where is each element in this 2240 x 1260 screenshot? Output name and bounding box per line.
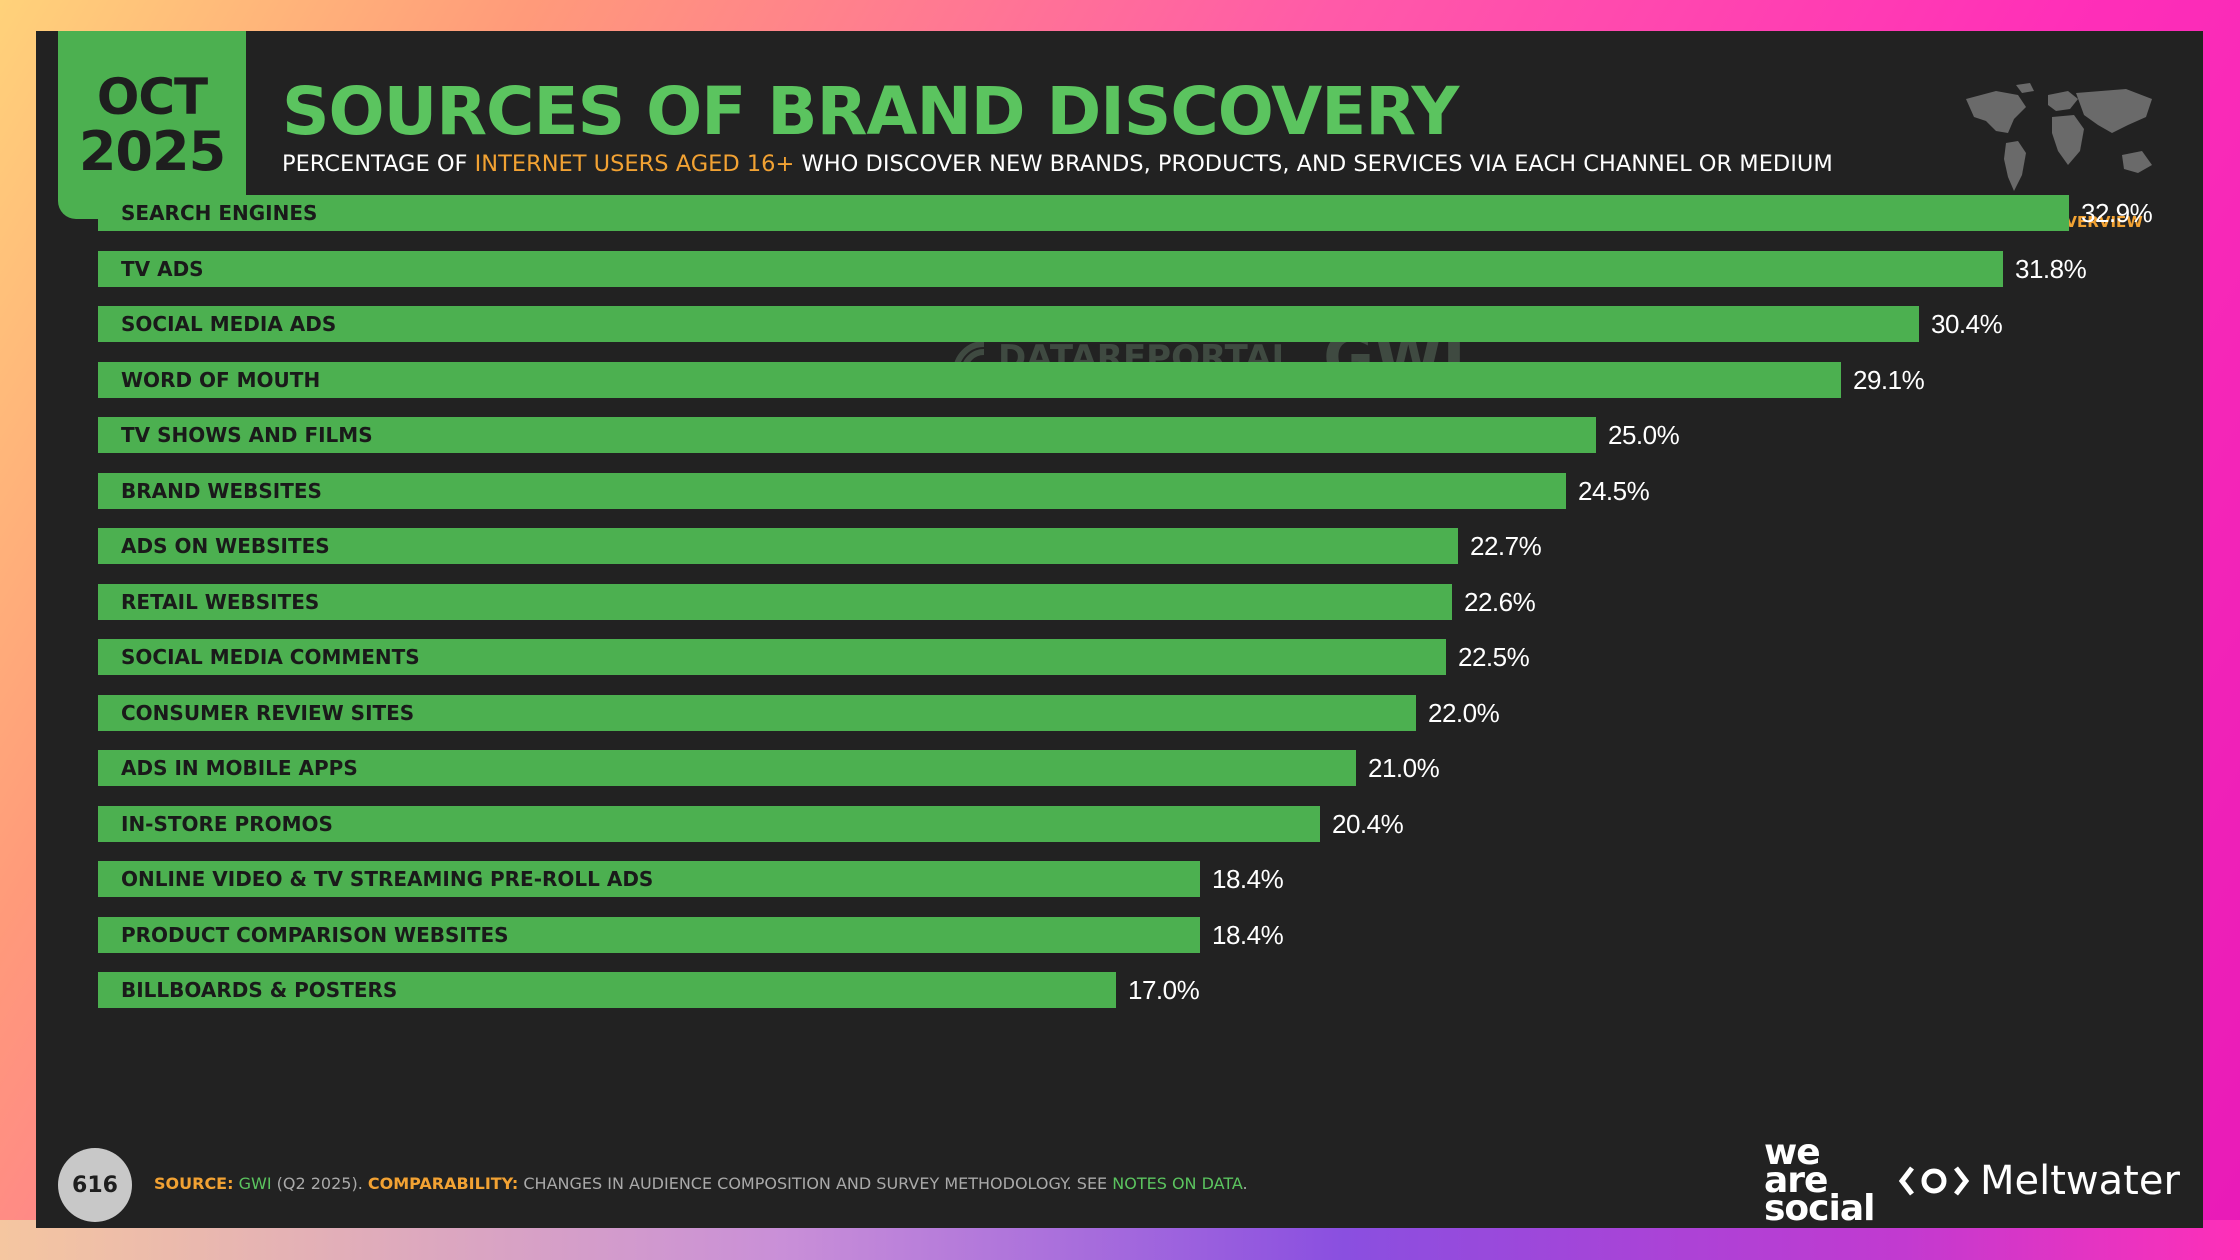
bar-category-label: CONSUMER REVIEW SITES [121, 701, 415, 725]
bar-value-label: 32.9% [2081, 198, 2153, 228]
bar-value-label: 17.0% [1128, 975, 1200, 1005]
bar-value-label: 30.4% [1931, 309, 2003, 339]
source-gwi: GWI [233, 1174, 277, 1193]
bar [98, 806, 1320, 842]
bar-category-label: WORD OF MOUTH [121, 368, 321, 392]
logo-we: we [1764, 1132, 1821, 1173]
we-are-social-logo: we are social [1764, 1132, 1875, 1229]
bar [98, 528, 1458, 564]
meltwater-logo: Meltwater [1898, 1158, 2180, 1204]
slide-title: SOURCES OF BRAND DISCOVERY [282, 73, 1459, 150]
bar-category-label: ADS ON WEBSITES [121, 534, 330, 558]
bar-value-label: 21.0% [1368, 753, 1440, 783]
global-overview-badge: GLOBAL OVERVIEW [1956, 81, 2168, 241]
bar [98, 695, 1416, 731]
bar-value-label: 29.1% [1853, 365, 1925, 395]
bar [98, 639, 1446, 675]
logo-are: are [1764, 1160, 1828, 1201]
bar-chart: SEARCH ENGINES 32.9% TV ADS 31.8% SOCIAL MED… [36, 31, 2203, 1228]
bar-value-label: 22.6% [1464, 587, 1536, 617]
subtitle-post: WHO DISCOVER NEW BRANDS, PRODUCTS, AND S… [794, 151, 1833, 177]
bar-value-label: 25.0% [1608, 420, 1680, 450]
bar [98, 861, 1200, 897]
date-badge: OCT 2025 [58, 31, 246, 219]
bar-category-label: PRODUCT COMPARISON WEBSITES [121, 923, 509, 947]
bar [98, 306, 1919, 342]
bar [98, 417, 1596, 453]
meltwater-icon [1898, 1166, 1970, 1196]
bar-value-label: 18.4% [1212, 864, 1284, 894]
bar-category-label: ADS IN MOBILE APPS [121, 756, 358, 780]
bar-category-label: BRAND WEBSITES [121, 479, 322, 503]
bar [98, 750, 1356, 786]
source-key: SOURCE: [154, 1174, 234, 1193]
bar [98, 362, 1841, 398]
bar-category-label: TV SHOWS AND FILMS [121, 423, 373, 447]
source-footer: SOURCE: GWI (Q2 2025). COMPARABILITY: CH… [154, 1174, 1248, 1193]
date-month: OCT [96, 68, 208, 126]
bar-category-label: SOCIAL MEDIA ADS [121, 312, 337, 336]
bar-value-label: 22.0% [1428, 698, 1500, 728]
source-period: (Q2 2025). [276, 1174, 368, 1193]
comparability-text: CHANGES IN AUDIENCE COMPOSITION AND SURV… [518, 1174, 1113, 1193]
bar [98, 584, 1452, 620]
bar-category-label: RETAIL WEBSITES [121, 590, 320, 614]
bar-value-label: 22.7% [1470, 531, 1542, 561]
bar-value-label: 22.5% [1458, 642, 1530, 672]
bar [98, 251, 2003, 287]
bar-category-label: BILLBOARDS & POSTERS [121, 978, 398, 1002]
bar-category-label: TV ADS [121, 257, 204, 281]
bar [98, 473, 1566, 509]
bar-value-label: 24.5% [1578, 476, 1650, 506]
bar-value-label: 20.4% [1332, 809, 1404, 839]
notes-on-data-link[interactable]: NOTES ON DATA [1112, 1174, 1243, 1193]
bar [98, 917, 1200, 953]
bar [98, 972, 1116, 1008]
slide: OCT 2025 SOURCES OF BRAND DISCOVERY PERC… [36, 31, 2203, 1228]
bar-category-label: IN-STORE PROMOS [121, 812, 333, 836]
slide-subtitle: PERCENTAGE OF INTERNET USERS AGED 16+ WH… [282, 151, 1833, 177]
bar-category-label: SOCIAL MEDIA COMMENTS [121, 645, 420, 669]
notes-end: . [1242, 1174, 1248, 1193]
bar-value-label: 18.4% [1212, 920, 1284, 950]
page-number: 616 [58, 1148, 132, 1222]
bar-category-label: SEARCH ENGINES [121, 201, 318, 225]
bar-category-label: ONLINE VIDEO & TV STREAMING PRE-ROLL ADS [121, 867, 654, 891]
logo-social: social [1764, 1188, 1875, 1229]
world-map-icon [1966, 83, 2152, 191]
date-year: 2025 [78, 120, 226, 183]
subtitle-pre: PERCENTAGE OF [282, 151, 475, 177]
subtitle-highlight: INTERNET USERS AGED 16+ [474, 151, 795, 177]
meltwater-text: Meltwater [1980, 1158, 2180, 1204]
bar [98, 195, 2069, 231]
comparability-key: COMPARABILITY: [367, 1174, 519, 1193]
bar-value-label: 31.8% [2015, 254, 2087, 284]
